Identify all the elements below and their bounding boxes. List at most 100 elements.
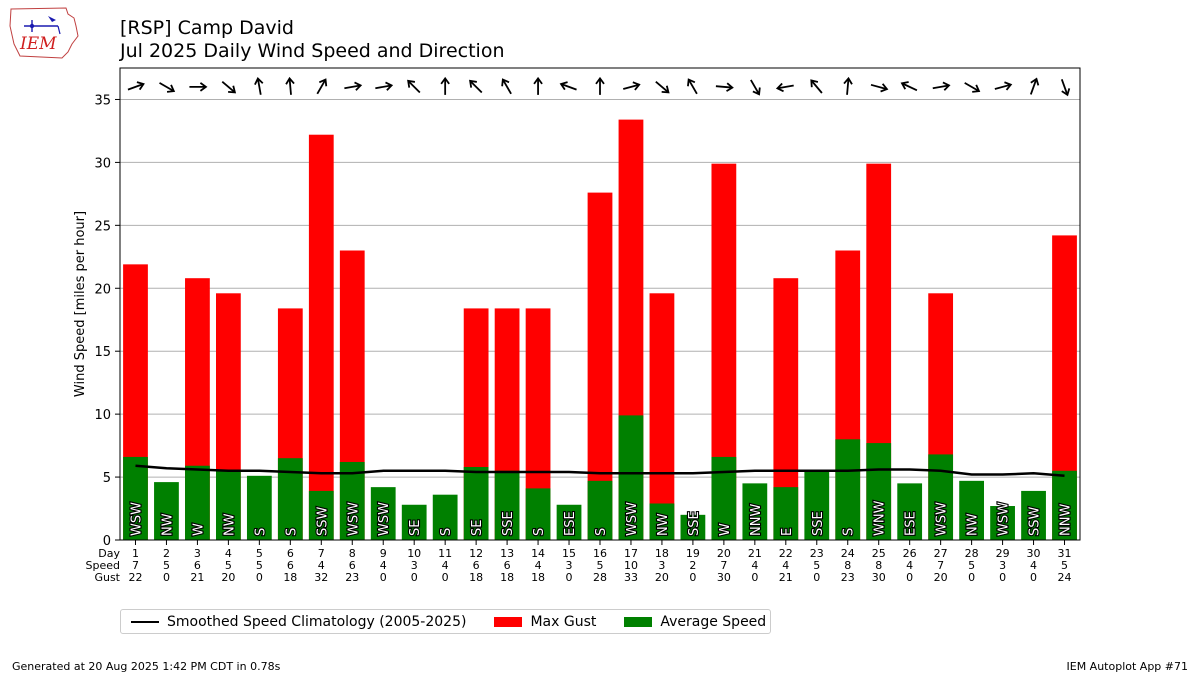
x-tick-label: 20: [221, 571, 235, 584]
direction-label: E: [780, 528, 795, 536]
x-tick-label: 29: [996, 547, 1010, 560]
x-tick-label: 8: [349, 547, 356, 560]
x-tick-label: 0: [813, 571, 820, 584]
x-tick-label: 18: [531, 571, 545, 584]
x-tick-label: 11: [438, 547, 452, 560]
direction-label: SSE: [811, 511, 826, 536]
app-note: IEM Autoplot App #71: [1066, 660, 1189, 673]
direction-label: WSW: [129, 502, 144, 536]
average-bar: [525, 488, 551, 540]
y-tick-label: 5: [103, 471, 111, 486]
average-bar: [246, 475, 272, 540]
x-tick-label: 7: [132, 559, 139, 572]
legend-item-climatology: Smoothed Speed Climatology (2005-2025): [125, 614, 466, 630]
direction-label: WSW: [346, 502, 361, 536]
y-tick-label: 35: [94, 93, 111, 108]
wind-arrow-icon: [344, 81, 363, 91]
x-tick-label: 5: [256, 559, 263, 572]
x-tick-label: 6: [287, 547, 294, 560]
x-tick-label: 33: [624, 571, 638, 584]
x-tick-label: 28: [965, 547, 979, 560]
x-tick-label: 0: [442, 571, 449, 584]
direction-label: NNW: [749, 504, 764, 536]
wind-arrow-icon: [900, 81, 918, 92]
x-tick-label: 6: [349, 559, 356, 572]
legend-label-climatology: Smoothed Speed Climatology (2005-2025): [167, 613, 467, 630]
x-tick-label: 10: [407, 547, 421, 560]
x-tick-label: 18: [655, 547, 669, 560]
x-tick-label: 3: [411, 559, 418, 572]
wind-arrow-icon: [932, 81, 951, 91]
average-bar: [401, 504, 427, 540]
x-tick-label: 23: [810, 547, 824, 560]
average-bar: [742, 483, 768, 540]
x-tick-label: 0: [566, 571, 573, 584]
direction-label: ESE: [563, 511, 578, 536]
direction-label: SE: [408, 520, 423, 536]
average-bar: [154, 482, 179, 540]
direction-label: WNW: [873, 500, 888, 536]
wind-arrow-icon: [994, 81, 1013, 91]
x-tick-label: 0: [256, 571, 263, 584]
x-tick-label: 0: [906, 571, 913, 584]
wind-arrow-icon: [750, 79, 761, 96]
wind-arrow-icon: [316, 78, 328, 95]
x-tick-label: 0: [999, 571, 1006, 584]
x-tick-label: 3: [194, 547, 201, 560]
average-bar: [185, 465, 210, 540]
direction-label: NW: [966, 513, 981, 536]
logo-text: IEM: [19, 34, 57, 54]
x-tick-label: 4: [751, 559, 758, 572]
average-bar: [897, 483, 923, 540]
average-bar: [308, 490, 334, 540]
direction-label: S: [532, 528, 547, 536]
row-label: Speed: [86, 559, 120, 572]
x-tick-label: 5: [813, 559, 820, 572]
generated-note: Generated at 20 Aug 2025 1:42 PM CDT in …: [12, 660, 281, 673]
average-bar: [123, 456, 148, 540]
direction-label: S: [284, 528, 299, 536]
x-tick-label: 21: [779, 571, 793, 584]
legend-label-gust: Max Gust: [530, 613, 597, 630]
direction-label: WSW: [997, 502, 1012, 536]
x-tick-label: 31: [1058, 547, 1072, 560]
average-bar: [866, 443, 892, 540]
x-tick-label: 2: [163, 547, 170, 560]
direction-label: W: [191, 523, 206, 536]
wind-arrow-icon: [189, 82, 208, 92]
x-tick-label: 6: [287, 559, 294, 572]
wind-arrow-icon: [843, 76, 853, 95]
x-tick-label: 22: [779, 547, 793, 560]
legend-swatch-gust: [494, 616, 523, 627]
wind-arrow-icon: [533, 76, 543, 95]
direction-label: SSE: [501, 511, 516, 536]
wind-arrow-icon: [440, 76, 450, 95]
wind-arrow-icon: [687, 78, 698, 95]
gust-bar: [649, 293, 675, 540]
direction-label: NW: [160, 513, 175, 536]
x-tick-label: 4: [1030, 559, 1037, 572]
x-tick-label: 30: [872, 571, 886, 584]
iem-logo: IEM: [9, 7, 79, 59]
x-tick-label: 8: [844, 559, 851, 572]
direction-label: NNW: [1059, 504, 1074, 536]
wind-arrow-icon: [469, 79, 483, 94]
x-tick-label: 24: [841, 547, 855, 560]
climatology-line: [135, 464, 1065, 478]
x-tick-label: 0: [1030, 571, 1037, 584]
x-tick-label: 21: [748, 547, 762, 560]
wind-arrow-icon: [254, 77, 264, 95]
x-tick-label: 4: [318, 559, 325, 572]
wind-arrow-icon: [623, 81, 641, 91]
x-tick-label: 3: [566, 559, 573, 572]
direction-label: ESE: [904, 511, 919, 536]
average-bar: [494, 470, 520, 540]
x-tick-label: 6: [473, 559, 480, 572]
y-tick-label: 10: [94, 408, 111, 423]
x-tick-label: 5: [225, 559, 232, 572]
x-tick-label: 28: [593, 571, 607, 584]
average-bar: [618, 415, 644, 540]
x-tick-label: 5: [163, 559, 170, 572]
x-tick-label: 0: [689, 571, 696, 584]
average-bar: [216, 469, 241, 540]
